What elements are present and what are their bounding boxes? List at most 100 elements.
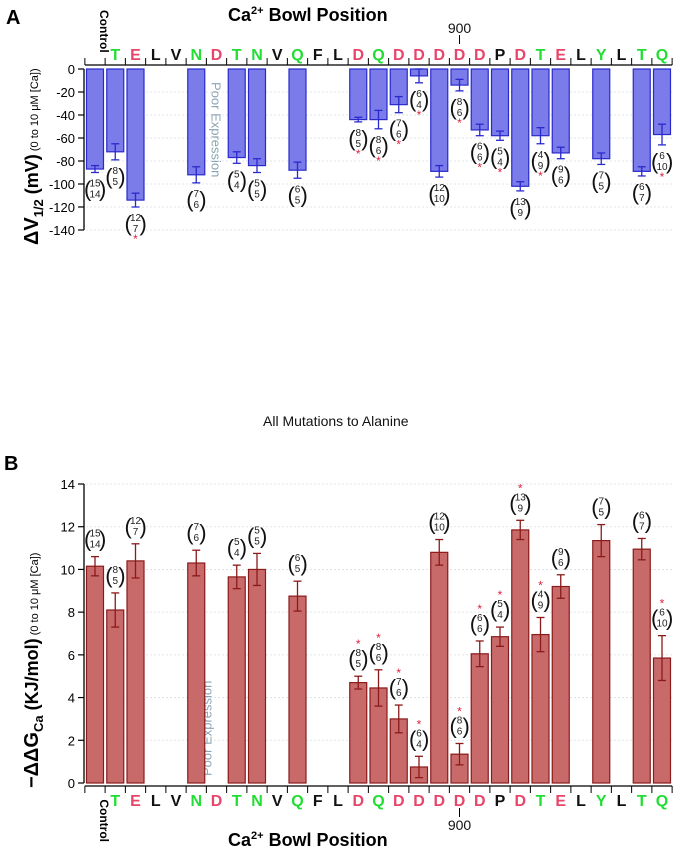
n-paren-right: ): [402, 117, 409, 142]
residue-label: D: [433, 793, 445, 810]
n-count-bottom: 6: [193, 533, 199, 544]
significance-star: *: [396, 666, 401, 680]
n-count-top: 12: [130, 516, 142, 527]
bar: [349, 682, 368, 784]
n-paren-left: (: [227, 535, 235, 560]
significance-star: *: [477, 602, 482, 616]
n-paren-right: ): [544, 148, 551, 173]
sample-size-label: ()65: [288, 182, 308, 207]
residue-label: V: [171, 47, 182, 64]
n-count-top: 6: [659, 608, 665, 619]
n-paren-right: ): [422, 87, 429, 112]
n-count-bottom: 6: [396, 130, 402, 141]
n-paren-right: ): [463, 95, 470, 120]
residue-label: D: [474, 47, 486, 64]
significance-star: *: [457, 704, 462, 718]
n-count-top: 8: [355, 648, 361, 659]
significance-star: *: [356, 637, 361, 651]
residue-label: Q: [372, 47, 384, 64]
residue-label: D: [514, 47, 526, 64]
significance-star: *: [417, 717, 422, 731]
n-paren-right: ): [463, 713, 470, 738]
sample-size-label: ()76: [186, 187, 206, 212]
bar: [511, 529, 530, 784]
n-count-bottom: 7: [133, 224, 139, 235]
bar: [592, 68, 611, 160]
residue-label: D: [393, 47, 405, 64]
residue-label: L: [333, 793, 343, 810]
n-paren-left: (: [591, 495, 599, 520]
residue-label: V: [171, 793, 182, 810]
sample-size-label: ()127: [125, 514, 147, 539]
y-tick-label: 0: [68, 62, 75, 77]
n-count-top: 6: [639, 510, 645, 521]
n-count-top: 12: [434, 512, 446, 523]
residue-label: E: [555, 47, 566, 64]
residue-label: P: [495, 47, 506, 64]
bar: [632, 548, 651, 784]
y-tick-label: -40: [56, 108, 75, 123]
y-axis-title: −ΔΔGCa (KJ/mol) (0 to 10 μM [Ca]): [21, 553, 46, 788]
bar: [247, 68, 267, 167]
middle-title: All Mutations to Alanine: [263, 413, 409, 429]
n-paren-right: ): [503, 144, 510, 169]
sample-size-label: ()54: [490, 597, 510, 622]
sample-size-label: ()49: [531, 587, 551, 612]
sample-size-label: ()85: [105, 164, 125, 189]
n-paren-left: (: [531, 148, 539, 173]
residue-label: T: [536, 793, 546, 810]
n-paren-right: ): [199, 187, 206, 212]
n-paren-left: (: [389, 117, 397, 142]
residue-label: T: [637, 793, 647, 810]
n-count-bottom: 6: [376, 146, 382, 157]
n-count-bottom: 4: [416, 739, 422, 750]
n-count-top: 15: [89, 179, 101, 190]
n-count-bottom: 7: [639, 521, 645, 532]
sample-size-label: ()64: [409, 726, 429, 751]
n-paren-right: ): [260, 523, 267, 548]
n-paren-left: (: [105, 563, 113, 588]
sample-size-label: ()76: [186, 520, 206, 545]
n-paren-right: ): [645, 508, 652, 533]
n-paren-left: (: [531, 587, 539, 612]
sample-size-label: ()66: [470, 611, 490, 636]
significance-star: *: [660, 170, 665, 184]
n-count-top: 13: [515, 197, 527, 208]
n-count-bottom: 4: [234, 548, 240, 559]
n-paren-left: (: [632, 508, 640, 533]
residue-label: N: [251, 47, 263, 64]
bar: [106, 68, 125, 153]
sample-size-label: ()86: [450, 713, 470, 738]
n-paren-left: (: [470, 140, 478, 165]
n-count-top: 8: [457, 715, 463, 726]
sample-size-label: ()75: [591, 495, 611, 520]
residue-label: L: [576, 47, 586, 64]
sample-size-label: ()85: [348, 126, 368, 151]
n-paren-right: ): [564, 163, 571, 188]
bar: [551, 585, 570, 784]
sample-size-label: ()127: [125, 211, 147, 236]
residue-label: L: [617, 793, 627, 810]
n-paren-right: ): [382, 133, 389, 158]
sample-size-label: ()76: [389, 675, 409, 700]
n-paren-left: (: [186, 520, 194, 545]
sample-size-label: ()139: [509, 195, 531, 220]
n-count-top: 12: [434, 183, 446, 194]
n-count-top: 8: [112, 166, 118, 177]
n-count-bottom: 7: [133, 527, 139, 538]
n-count-bottom: 6: [457, 726, 463, 737]
y-tick-label: -100: [49, 177, 75, 192]
sample-size-label: ()610: [651, 149, 673, 174]
n-paren-left: (: [125, 514, 133, 539]
residue-label: T: [110, 47, 120, 64]
residue-label: T: [110, 793, 120, 810]
bar: [227, 576, 246, 784]
n-count-top: 8: [112, 565, 118, 576]
n-count-top: 9: [558, 165, 564, 176]
n-count-bottom: 6: [193, 200, 199, 211]
significance-star: *: [376, 631, 381, 645]
n-paren-left: (: [186, 187, 194, 212]
